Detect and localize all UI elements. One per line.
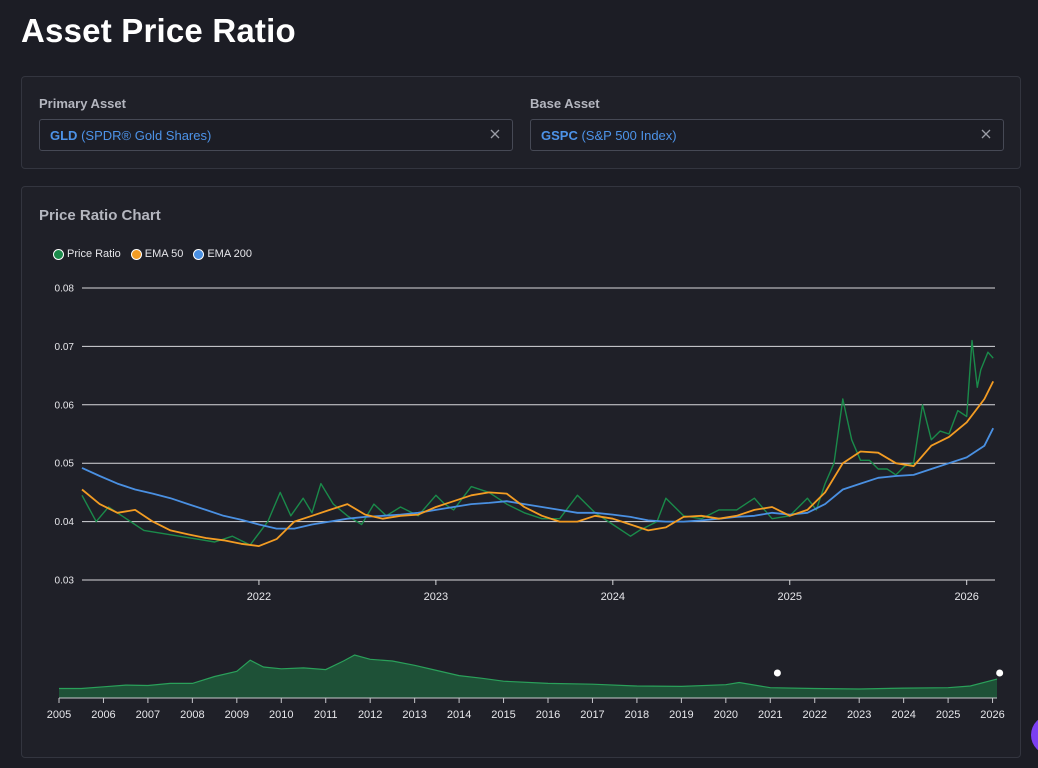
base-asset-label: Base Asset (530, 96, 600, 111)
series-line-ema-50 (81, 380, 995, 547)
navigator-tick-label: 2005 (47, 709, 71, 721)
base-asset-symbol: GSPC (541, 128, 578, 143)
x-tick-label: 2025 (778, 591, 802, 603)
navigator-tick-label: 2026 (980, 709, 1004, 721)
range-handle-start[interactable] (773, 669, 781, 677)
y-tick-label: 0.05 (55, 459, 75, 470)
price-ratio-chart[interactable]: 0.03 0.04 0.05 0.06 0.07 0.08 2022 2023 2024 2025… (22, 187, 1020, 757)
navigator-tick-label: 2006 (91, 709, 115, 721)
base-asset-clear-icon[interactable] (979, 127, 993, 141)
y-tick-label: 0.07 (55, 342, 75, 353)
x-tick-label: 2026 (954, 591, 978, 603)
legend-label-ema-50: EMA 50 (144, 248, 184, 260)
navigator-tick-label: 2014 (447, 709, 471, 721)
navigator-tick-label: 2012 (358, 709, 382, 721)
primary-asset-symbol: GLD (50, 128, 78, 143)
navigator-tick-label: 2024 (891, 709, 915, 721)
y-tick-label: 0.06 (55, 400, 75, 411)
chart-legend: Price Ratio EMA 50 EMA 200 (53, 248, 252, 260)
base-asset-select[interactable]: GSPC (S&P 500 Index) (530, 119, 1004, 151)
primary-asset-clear-icon[interactable] (488, 127, 502, 141)
primary-asset-name: (SPDR® Gold Shares) (81, 128, 212, 143)
help-chat-button[interactable] (1031, 715, 1038, 755)
x-tick-label: 2023 (424, 591, 448, 603)
navigator-tick-label: 2009 (225, 709, 249, 721)
page-title: Asset Price Ratio (21, 12, 296, 49)
legend-item-ema-50[interactable]: EMA 50 (130, 248, 184, 260)
x-tick-label: 2022 (247, 591, 271, 603)
navigator-tick-label: 2007 (136, 709, 160, 721)
price-ratio-chart-card: 0.03 0.04 0.05 0.06 0.07 0.08 2022 2023 2024 2025… (21, 186, 1021, 758)
primary-asset-value: GLD (SPDR® Gold Shares) (50, 128, 211, 143)
navigator-tick-label: 2015 (491, 709, 515, 721)
navigator-tick-label: 2013 (402, 709, 426, 721)
legend-swatch-price-ratio (53, 248, 64, 260)
x-tick-label: 2024 (601, 591, 625, 603)
navigator-tick-label: 2025 (936, 709, 960, 721)
legend-swatch-ema-50 (130, 248, 142, 260)
legend-swatch-ema-200 (193, 248, 205, 260)
navigator-tick-label: 2023 (847, 709, 871, 721)
navigator-tick-label: 2010 (269, 709, 293, 721)
range-handle-end[interactable] (996, 669, 1004, 677)
series-line-ema-200 (81, 427, 995, 530)
navigator-tick-label: 2019 (669, 709, 693, 721)
primary-asset-select[interactable]: GLD (SPDR® Gold Shares) (39, 119, 513, 151)
y-tick-label: 0.04 (55, 517, 75, 528)
navigator-tick-label: 2022 (802, 709, 826, 721)
legend-item-ema-200[interactable]: EMA 200 (193, 248, 252, 260)
legend-label-ema-200: EMA 200 (207, 248, 252, 260)
navigator-tick-label: 2011 (314, 709, 338, 721)
navigator-tick-label: 2016 (536, 709, 560, 721)
base-asset-value: GSPC (S&P 500 Index) (541, 128, 677, 143)
asset-selector-card: Primary Asset GLD (SPDR® Gold Shares) Ba… (21, 76, 1021, 169)
navigator-tick-label: 2018 (625, 709, 649, 721)
navigator-line (59, 654, 998, 690)
navigator-tick-label: 2020 (714, 709, 738, 721)
y-tick-label: 0.03 (55, 576, 75, 587)
primary-asset-label: Primary Asset (39, 96, 126, 111)
navigator-tick-label: 2008 (180, 709, 204, 721)
navigator-area (59, 655, 997, 698)
legend-item-price-ratio[interactable]: Price Ratio (53, 248, 121, 260)
navigator-tick-label: 2021 (758, 709, 782, 721)
navigator-tick-label: 2017 (580, 709, 604, 721)
base-asset-name: (S&P 500 Index) (581, 128, 677, 143)
legend-label-price-ratio: Price Ratio (67, 248, 121, 260)
chart-title: Price Ratio Chart (39, 207, 161, 224)
y-tick-label: 0.08 (55, 284, 75, 295)
